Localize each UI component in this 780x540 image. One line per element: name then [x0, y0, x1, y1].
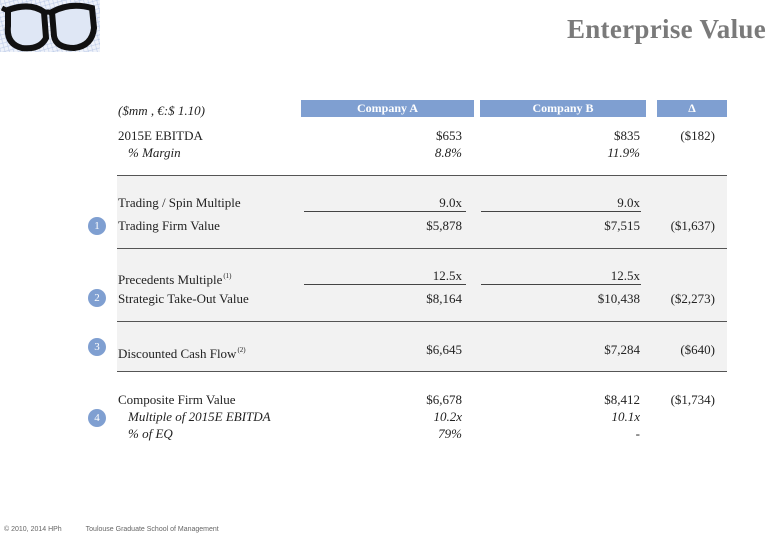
company-b-value: $7,284: [604, 342, 640, 357]
company-b-value: 9.0x: [617, 195, 640, 210]
row-label: % of EQ: [128, 426, 173, 441]
row-label: Composite Firm Value: [118, 392, 236, 407]
table-row-pct-eq: % of EQ 79% -: [0, 426, 780, 442]
band-strategic: [117, 249, 727, 321]
section-number-badge: 3: [88, 338, 106, 356]
multiple-underline: [481, 211, 641, 212]
company-b-value: 10.1x: [611, 409, 640, 424]
company-a-value: $6,645: [426, 342, 462, 357]
row-label: 2015E EBITDA: [118, 128, 203, 143]
company-a-value: 79%: [438, 426, 462, 441]
delta-value: ($1,734): [670, 392, 715, 407]
row-label: Strategic Take-Out Value: [118, 291, 249, 306]
company-b-value: $8,412: [604, 392, 640, 407]
company-b-value: -: [635, 426, 640, 441]
delta-value: ($182): [680, 128, 715, 143]
band-trading: [117, 176, 727, 248]
table-row-precedents-multiple: Precedents Multiple(1) 12.5x 12.5x: [0, 268, 780, 287]
company-a-value: $8,164: [426, 291, 462, 306]
company-b-value: 12.5x: [610, 268, 640, 283]
table-row-composite: Composite Firm Value $6,678 $8,412 ($1,7…: [0, 392, 780, 408]
table-row-ebitda: 2015E EBITDA $653 $835 ($182): [0, 128, 780, 144]
company-a-value: $653: [436, 128, 462, 143]
multiple-underline: [304, 211, 466, 212]
company-b-value: 11.9%: [607, 145, 640, 160]
company-a-value: $5,878: [426, 218, 462, 233]
row-label: Multiple of 2015E EBITDA: [128, 409, 271, 424]
company-b-value: $7,515: [604, 218, 640, 233]
company-a-value: 10.2x: [433, 409, 462, 424]
footnote-marker: (2): [237, 346, 246, 354]
copyright-text: © 2010, 2014 HPh: [4, 526, 62, 533]
glasses-logo-icon: [0, 0, 100, 52]
section-number-badge: 4: [88, 409, 106, 427]
footnote-marker: (1): [223, 272, 232, 280]
row-label: Trading Firm Value: [118, 218, 220, 233]
section-number-badge: 2: [88, 289, 106, 307]
school-name: Toulouse Graduate School of Management: [85, 526, 219, 533]
row-label: Discounted Cash Flow(2): [118, 346, 246, 361]
multiple-underline: [304, 284, 466, 285]
company-a-value: 9.0x: [439, 195, 462, 210]
multiple-underline: [481, 284, 641, 285]
company-b-value: $835: [614, 128, 640, 143]
table-row-trading-firm-value: Trading Firm Value $5,878 $7,515 ($1,637…: [0, 218, 780, 234]
company-a-value: 8.8%: [434, 145, 462, 160]
table-row-trading-multiple: Trading / Spin Multiple 9.0x 9.0x: [0, 195, 780, 211]
row-label: Trading / Spin Multiple: [118, 195, 241, 210]
section-number-badge: 1: [88, 217, 106, 235]
section-divider: [117, 248, 727, 249]
row-label: % Margin: [128, 145, 181, 160]
column-header-company-b: Company B: [480, 100, 646, 117]
section-divider: [117, 321, 727, 322]
company-a-value: 12.5x: [432, 268, 462, 283]
delta-value: ($2,273): [670, 291, 715, 306]
company-b-value: $10,438: [597, 291, 640, 306]
table-row-composite-multiple: Multiple of 2015E EBITDA 10.2x 10.1x: [0, 409, 780, 425]
table-row-margin: % Margin 8.8% 11.9%: [0, 145, 780, 161]
delta-value: ($1,637): [670, 218, 715, 233]
row-label: Precedents Multiple(1): [118, 272, 232, 287]
page-title: Enterprise Value: [566, 14, 766, 44]
section-divider: [117, 175, 727, 176]
table-row-dcf: Discounted Cash Flow(2) $6,645 $7,284 ($…: [0, 342, 780, 361]
band-dcf: [117, 322, 727, 371]
table-row-strategic-value: Strategic Take-Out Value $8,164 $10,438 …: [0, 291, 780, 307]
footer: © 2010, 2014 HPh Toulouse Graduate Schoo…: [4, 526, 219, 533]
column-header-delta: Δ: [657, 100, 727, 117]
column-header-company-a: Company A: [301, 100, 474, 117]
company-a-value: $6,678: [426, 392, 462, 407]
delta-value: ($640): [680, 342, 715, 357]
units-label: ($mm , €:$ 1.10): [118, 103, 206, 118]
section-divider: [117, 371, 727, 372]
